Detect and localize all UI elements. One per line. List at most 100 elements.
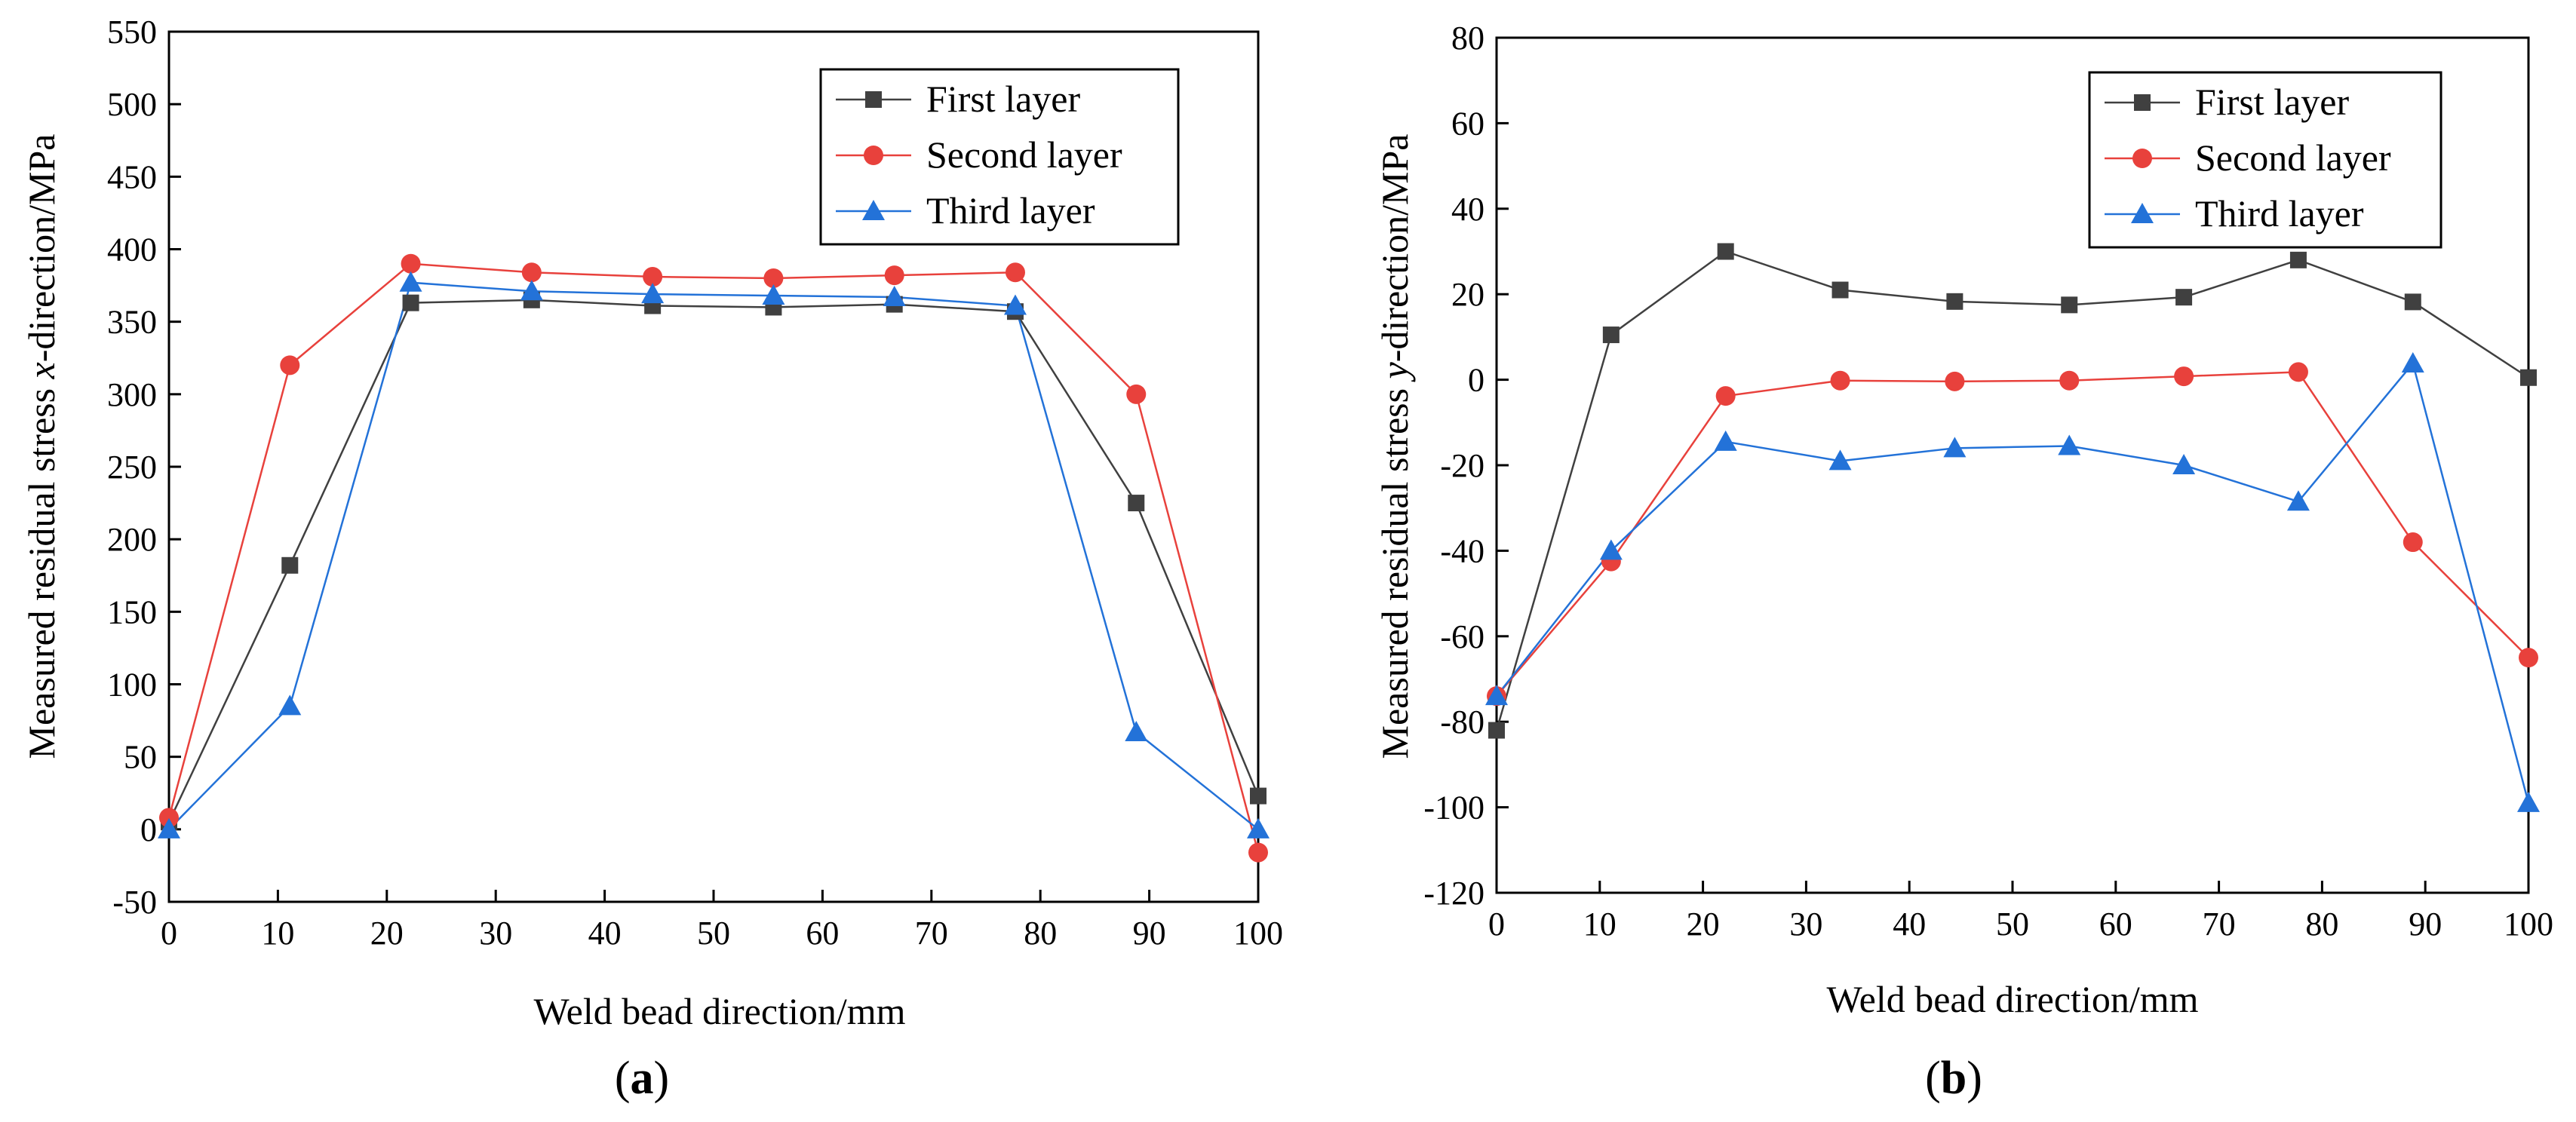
y-tick-labels-b: -120 -100 -80 -60 -40 -20 0 20 40 60 80 (1423, 20, 1485, 912)
legend-marker-a-circle (864, 146, 883, 165)
panel-label-b-close: ) (1967, 1053, 1982, 1104)
data-point-a-circle (1005, 262, 1025, 283)
data-point-a-circle (280, 355, 300, 376)
y-tick-label-a: 0 (140, 811, 157, 848)
panel-label-a-letter: a (631, 1053, 654, 1104)
data-point-b-circle (2519, 648, 2538, 668)
y-tick-label-a: 400 (107, 231, 157, 268)
x-tick-label-a: 20 (370, 915, 404, 952)
x-tick-labels-a: 0 10 20 30 40 50 60 70 80 90 100 (161, 915, 1283, 952)
data-point-a-circle (884, 265, 904, 286)
legend-label-a-second: Second layer (926, 133, 1122, 176)
y-tick-label-b: -80 (1440, 704, 1485, 740)
data-point-a-triangle (158, 817, 180, 838)
data-point-a-circle (763, 268, 784, 288)
y-axis-title-a-part-2: x (20, 362, 63, 379)
y-tick-label-b: -60 (1440, 618, 1485, 655)
series-line-a-circle (167, 262, 1260, 853)
data-point-b-triangle (1599, 539, 1623, 560)
x-tick-label-b: 0 (1488, 906, 1505, 943)
legend-marker-b-square (2134, 94, 2151, 111)
y-axis-title-b-part-1: Measured residual stress (1374, 379, 1416, 759)
data-point-b-square (2175, 289, 2193, 306)
legend-label-b-second: Second layer (2195, 136, 2391, 179)
data-point-b-triangle (2172, 454, 2196, 474)
legend-label-b-third: Third layer (2195, 192, 2364, 235)
series-line-a-square (167, 299, 1260, 823)
data-point-a-square (1250, 787, 1267, 805)
data-point-b-circle (1715, 386, 1736, 406)
data-point-a-square (1128, 495, 1145, 512)
legend-marks-a (836, 91, 911, 220)
y-tick-label-b: -100 (1423, 789, 1485, 826)
panel-label-a: (a) (615, 1053, 669, 1104)
y-tick-label-a: -50 (112, 884, 157, 921)
y-axis-title-b-part-3: -direction/MPa (1374, 134, 1416, 363)
y-axis-title-b-part-2: y (1374, 361, 1416, 382)
data-point-b-triangle (2058, 434, 2081, 455)
x-tick-label-b: 100 (2504, 906, 2553, 943)
y-tick-label-b: 20 (1451, 276, 1485, 313)
x-tick-label-b: 30 (1789, 906, 1822, 943)
x-tick-label-a: 0 (161, 915, 177, 952)
y-tick-label-a: 350 (107, 304, 157, 341)
y-tick-label-a: 250 (107, 449, 157, 486)
y-tick-labels-a: -50 0 50 100 150 200 250 300 350 400 450 500 550 (107, 14, 157, 921)
y-tick-label-a: 100 (107, 667, 157, 704)
y-tick-label-a: 200 (107, 521, 157, 558)
data-point-b-triangle (2401, 352, 2424, 373)
x-tick-label-b: 20 (1687, 906, 1720, 943)
y-axis-title-a-part-3: -direction/MPa (20, 134, 63, 363)
data-point-b-square (2404, 293, 2421, 311)
data-point-b-square (1831, 281, 1849, 299)
panel-label-a-close: ) (654, 1053, 670, 1104)
legend-label-b-first: First layer (2195, 81, 2349, 123)
x-axis-title-a: Weld bead direction/mm (533, 990, 905, 1032)
x-tick-label-b: 10 (1583, 906, 1617, 943)
x-tick-label-a: 40 (588, 915, 622, 952)
legend-marker-a-triangle (862, 200, 885, 220)
data-point-b-triangle (2286, 490, 2310, 511)
data-point-a-triangle (1003, 294, 1027, 315)
data-point-a-square (281, 556, 299, 574)
data-point-b-square (1488, 722, 1505, 739)
x-tick-labels-b: 0 10 20 30 40 50 60 70 80 90 100 (1488, 906, 2553, 943)
data-point-a-triangle (520, 280, 543, 301)
data-point-b-triangle (1943, 437, 1967, 458)
x-tick-label-a: 60 (806, 915, 839, 952)
legend-marker-b-triangle (2131, 203, 2154, 223)
data-point-b-circle (2288, 362, 2308, 382)
data-point-b-circle (1830, 370, 1850, 391)
data-point-a-triangle (641, 283, 665, 304)
y-tick-label-b: -40 (1440, 532, 1485, 569)
data-point-b-triangle (1828, 449, 1852, 471)
y-tick-label-b: 80 (1451, 20, 1485, 57)
plot-area-a (158, 30, 1270, 903)
x-tick-label-b: 70 (2203, 906, 2236, 943)
data-point-a-triangle (399, 271, 422, 292)
y-tick-label-a: 50 (124, 739, 157, 776)
data-point-b-square (1946, 293, 1963, 310)
y-axis-title-a: Measured residual stress x-direction/MPa (20, 134, 63, 759)
data-point-b-triangle (1485, 685, 1508, 706)
data-point-b-circle (2174, 366, 2194, 387)
data-point-a-triangle (1125, 720, 1148, 741)
data-point-a-circle (521, 262, 542, 283)
data-point-a-circle (401, 253, 421, 274)
legend-b: First layer Second layer Third layer (2088, 71, 2442, 249)
series-line-b-triangle (1496, 361, 2530, 804)
y-tick-label-b: -20 (1440, 447, 1485, 484)
panel-label-b: (b) (1925, 1053, 1982, 1104)
series-line-a-triangle (168, 281, 1259, 830)
panel-label-b-letter: b (1941, 1053, 1967, 1104)
y-axis-title-b: Measured residual stress y-direction/MPa (1374, 134, 1416, 759)
legend-marker-a-square (865, 91, 882, 108)
data-point-b-circle (2403, 532, 2423, 553)
data-point-b-circle (2059, 370, 2080, 391)
x-tick-label-a: 30 (479, 915, 512, 952)
series-line-b-square (1495, 250, 2529, 731)
data-point-a-circle (643, 267, 663, 287)
data-point-b-square (1717, 243, 1734, 260)
series-line-b-circle (1496, 371, 2529, 697)
